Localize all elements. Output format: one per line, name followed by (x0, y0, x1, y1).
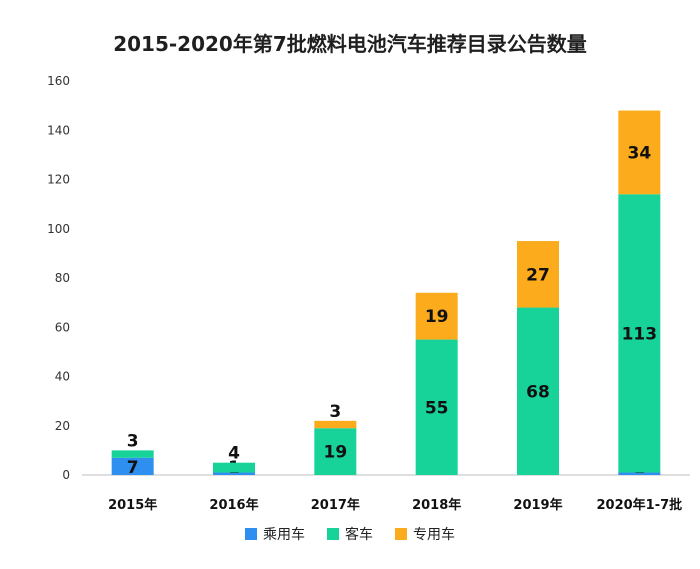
y-tick-label: 140 (47, 123, 70, 137)
data-label: 68 (526, 382, 550, 402)
bar-segment (314, 420, 357, 429)
legend-label: 客车 (345, 527, 373, 543)
y-tick-label: 100 (47, 222, 70, 236)
y-tick-label: 60 (55, 320, 70, 334)
data-label: 7 (127, 458, 139, 478)
x-tick-label: 2018年 (412, 497, 461, 513)
bar-segment (314, 428, 357, 475)
data-label: 19 (323, 443, 347, 463)
legend: 乘用车 客车 专用车 (0, 524, 700, 544)
legend-swatch (327, 528, 339, 540)
legend-label: 乘用车 (263, 527, 305, 543)
bar-segment (618, 472, 661, 475)
data-label: 55 (425, 398, 449, 418)
chart-title: 2015-2020年第7批燃料电池汽车推荐目录公告数量 (113, 32, 587, 56)
legend-swatch (245, 528, 257, 540)
x-tick-label: 2015年 (108, 497, 157, 513)
legend-label: 专用车 (413, 527, 455, 543)
x-tick-label: 2020年1-7批 (596, 497, 682, 513)
bar-segment (517, 307, 559, 475)
bar-segment (618, 194, 661, 473)
y-tick-label: 40 (55, 370, 70, 384)
data-label: 3 (127, 431, 139, 451)
bar-segment (517, 241, 559, 308)
x-tick-label: 2017年 (311, 497, 360, 513)
legend-item: 专用车 (395, 524, 455, 544)
bar-segment (415, 292, 458, 340)
data-label: 19 (425, 307, 449, 327)
x-tick-label: 2016年 (209, 497, 258, 513)
legend-item: 客车 (327, 524, 373, 544)
y-tick-label: 0 (62, 468, 70, 482)
legend-item: 乘用车 (245, 524, 305, 544)
bar-segment (213, 462, 255, 473)
bar-segment (111, 457, 154, 475)
data-label: 3 (329, 402, 341, 422)
y-tick-label: 120 (47, 173, 70, 187)
bar-segment (213, 472, 255, 475)
y-tick-label: 80 (55, 271, 70, 285)
data-label: 113 (622, 324, 658, 344)
data-label: 27 (526, 265, 550, 285)
bar-segment (111, 450, 154, 458)
y-tick-label: 20 (55, 419, 70, 433)
x-tick-label: 2019年 (513, 497, 562, 513)
bar-segment (618, 110, 661, 195)
legend-swatch (395, 528, 407, 540)
data-label: 34 (627, 143, 651, 163)
y-tick-label: 160 (47, 74, 70, 88)
data-label: 4 (228, 444, 240, 464)
bar-segment (415, 339, 458, 475)
